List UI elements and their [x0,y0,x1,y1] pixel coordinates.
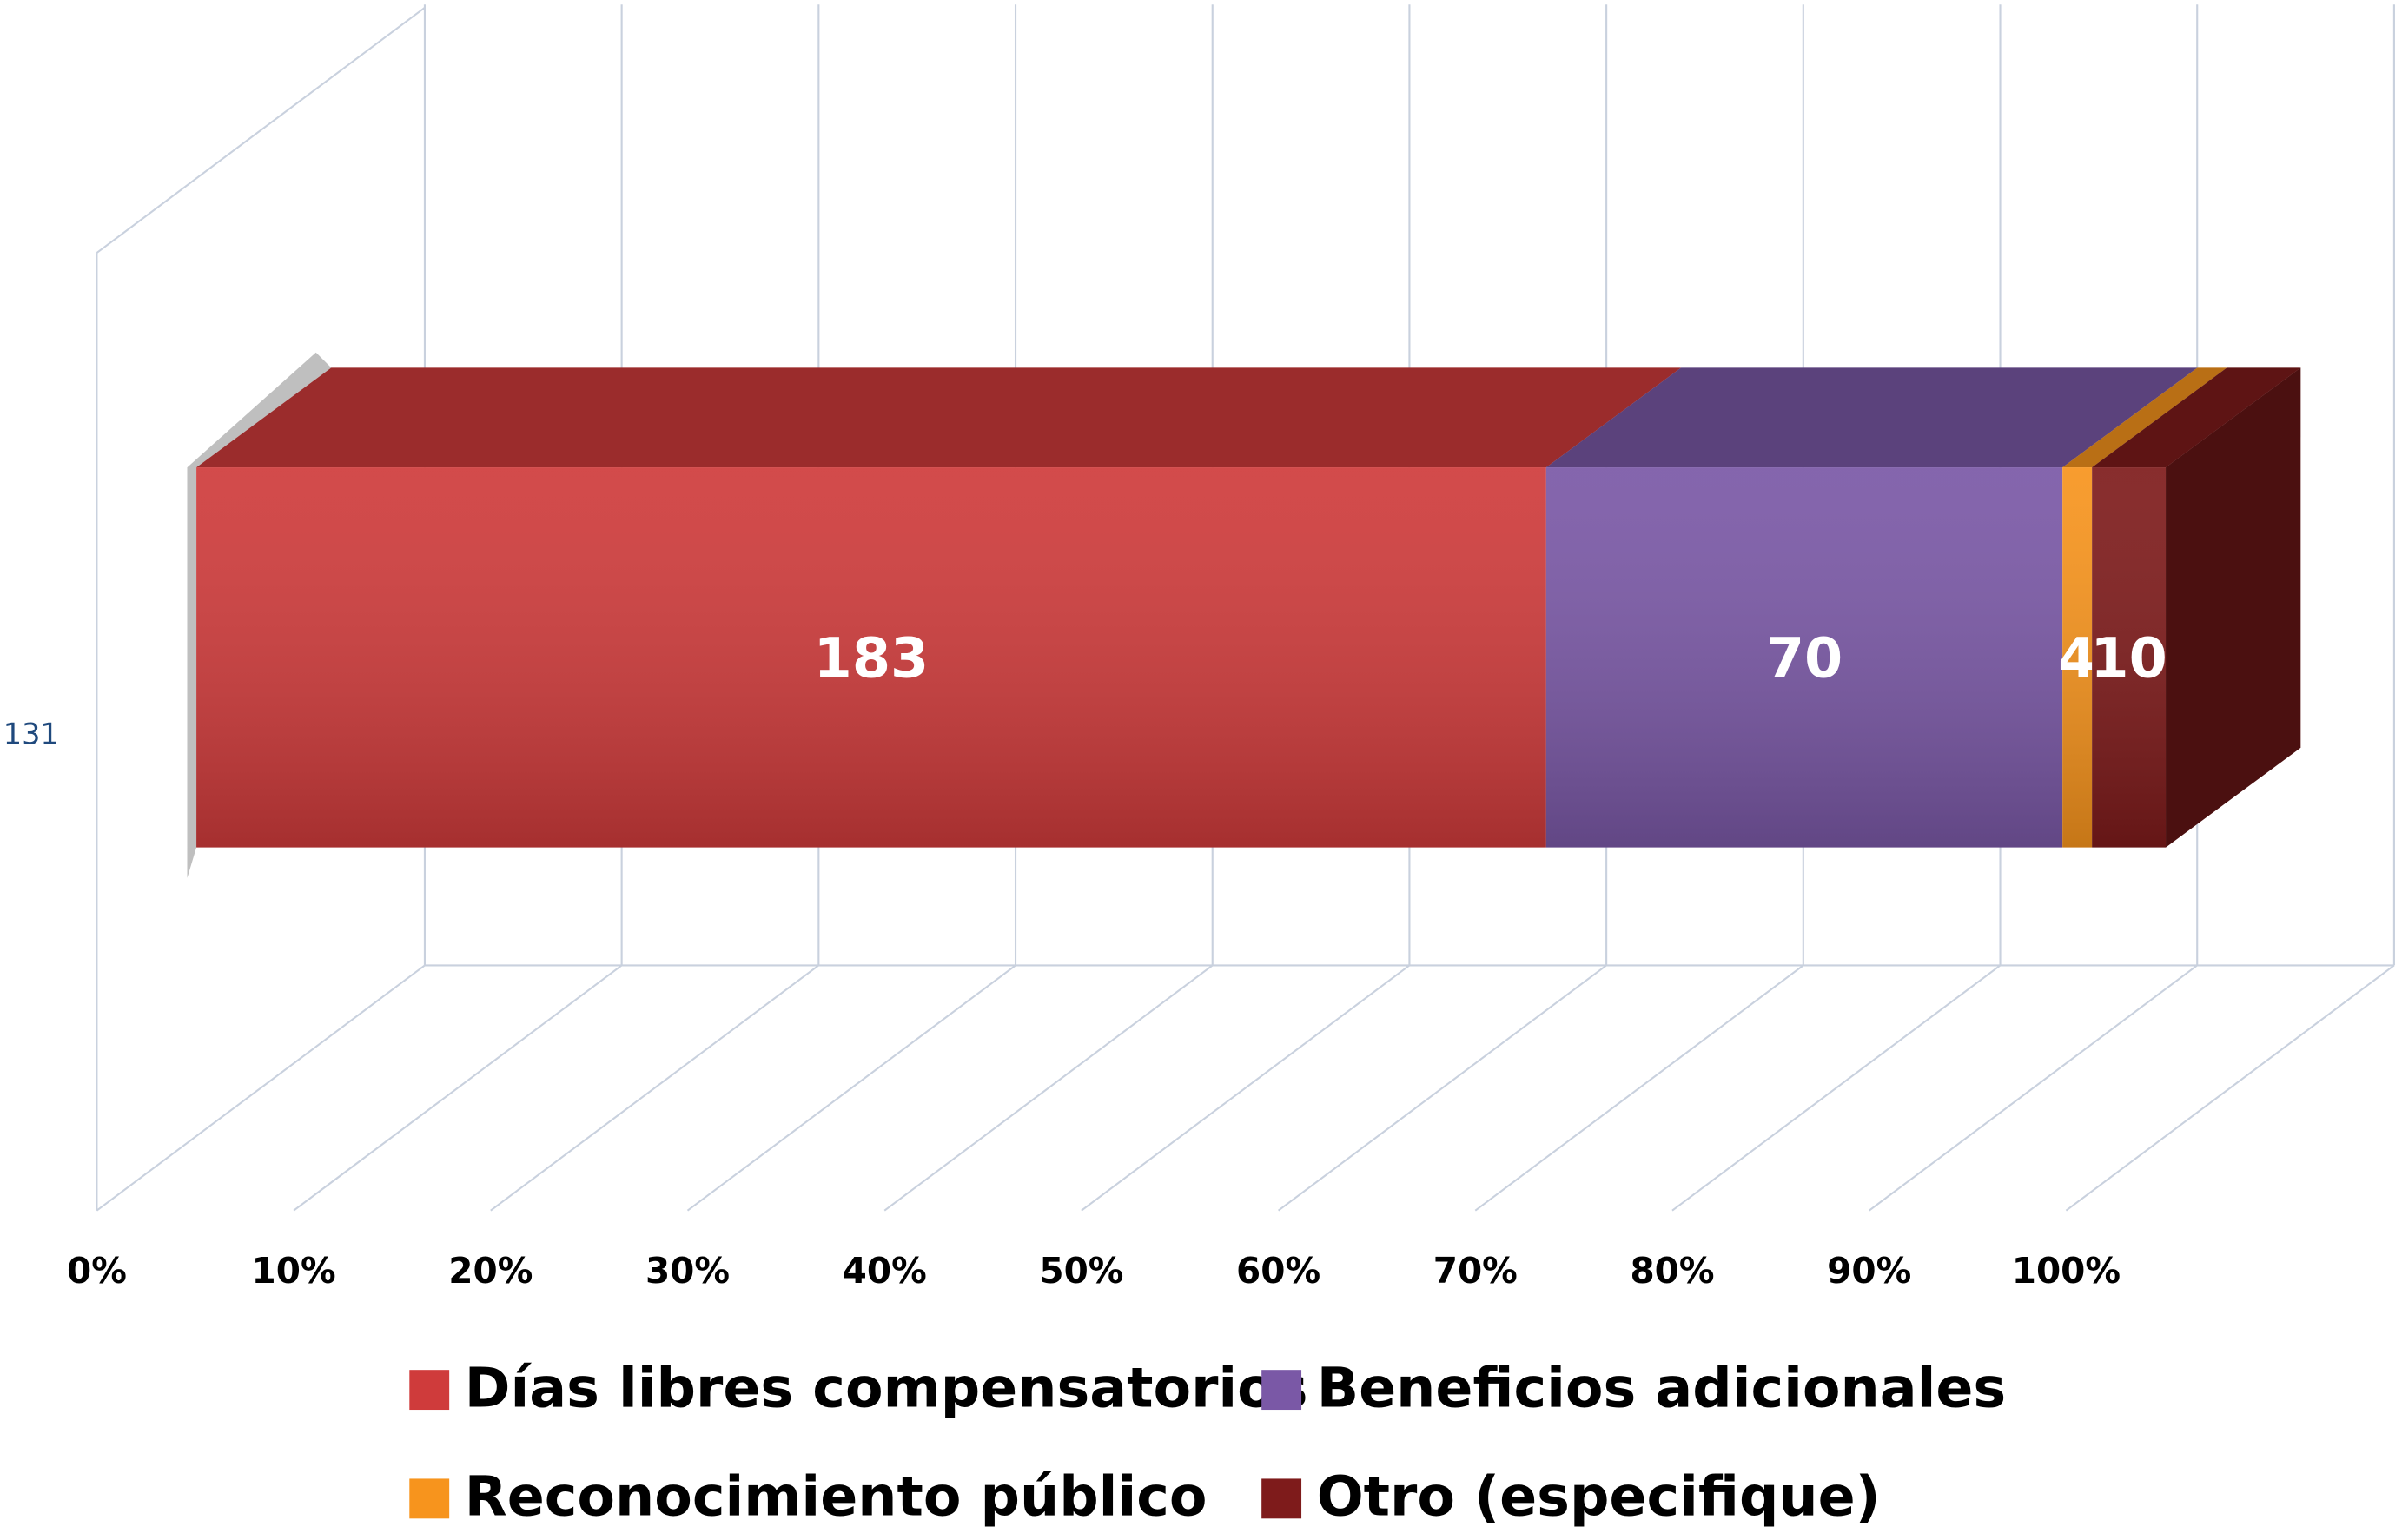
bar-side [2166,367,2301,848]
legend-label: Días libres compensatorios [465,1355,1308,1419]
bar-shade [1545,467,2063,848]
grid-line [1474,964,1804,1212]
x-tick-label: 20% [448,1250,533,1292]
grid-line [96,964,426,1212]
legend-swatch [1261,1370,1302,1411]
grid-line [1869,964,2198,1212]
grid-line [2065,964,2395,1212]
bar-top-shade [2062,367,2227,468]
bar-top [2062,367,2227,468]
bar-top [196,367,1682,468]
grid-line [1671,964,2002,1212]
bar-top [2092,367,2301,468]
data-label: 10 [2090,626,2167,691]
bar-shade [2092,467,2167,848]
bar-shade [2062,467,2093,848]
x-tick-label: 90% [1827,1250,1911,1292]
x-tick-label: 40% [843,1250,927,1292]
bar-top [1545,367,2198,468]
x-tick-label: 80% [1630,1250,1714,1292]
x-tick-label: 0% [67,1250,127,1292]
x-tick-label: 50% [1039,1250,1123,1292]
grid-line [686,964,1016,1212]
wall-edge [96,6,426,254]
x-tick-label: 10% [252,1250,336,1292]
x-tick-label: 100% [2012,1250,2121,1292]
y-tick-label: 131 [3,717,59,750]
bar-top-shade [1545,367,2198,468]
data-label: 4 [2058,626,2096,691]
grid-line [1277,964,1607,1212]
bar-shade [196,467,1546,848]
grid-line [293,964,623,1212]
bar-top-shade [2092,367,2301,468]
x-tick-label: 70% [1433,1250,1518,1292]
bar-side-shade [2166,367,2301,848]
legend-label: Otro (especifique) [1317,1464,1881,1529]
grid-line [490,964,819,1212]
legend-swatch [409,1478,450,1519]
grid-line [883,964,1214,1212]
grid-line [1081,964,1411,1212]
legend-label: Beneficios adicionales [1317,1355,2007,1419]
data-label: 70 [1766,626,1843,691]
x-tick-label: 30% [645,1250,730,1292]
legend-swatch [1261,1478,1302,1519]
legend-label: Reconocimiento público [465,1464,1208,1529]
x-tick-label: 60% [1236,1250,1320,1292]
data-label: 183 [814,626,930,691]
legend-swatch [409,1370,450,1411]
bar-top-shade [196,367,1682,468]
